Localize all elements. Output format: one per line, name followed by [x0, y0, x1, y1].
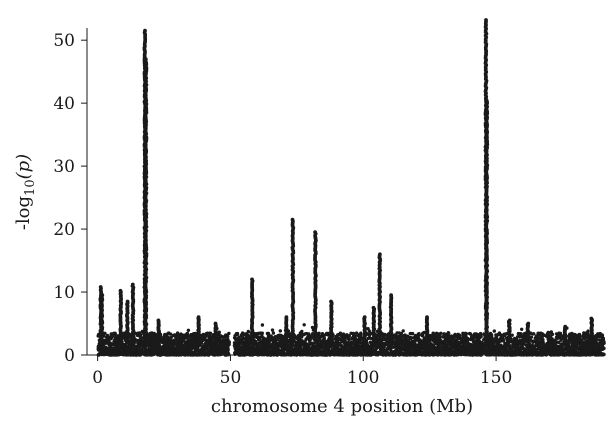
snp-point [520, 327, 524, 331]
snp-point [246, 329, 250, 334]
snp-point [600, 333, 604, 337]
snp-point [521, 338, 525, 342]
snp-point [208, 334, 212, 339]
snp-point [492, 329, 496, 333]
snp-point [186, 328, 191, 332]
snp-point [575, 345, 579, 349]
snp-point [575, 342, 579, 346]
snp-point [196, 347, 200, 351]
snp-point [510, 333, 514, 337]
snp-point [137, 345, 142, 349]
snp-point [536, 335, 540, 340]
snp-point [264, 340, 269, 344]
snp-point [410, 331, 415, 336]
snp-point [529, 335, 534, 339]
snp-point [168, 332, 173, 336]
snp-point [602, 340, 606, 344]
snp-point [338, 338, 342, 342]
snp-point [439, 331, 443, 335]
snp-point [270, 328, 275, 332]
snp-point [205, 331, 210, 335]
snp-point [458, 333, 462, 338]
snp-point [507, 343, 512, 348]
snp-point [278, 329, 282, 333]
snp-point [359, 331, 363, 335]
snp-point [310, 325, 315, 330]
snp-point [130, 282, 135, 287]
snp-point [226, 348, 230, 352]
snp-point [257, 338, 262, 342]
snp-point [417, 332, 421, 336]
snp-point [227, 340, 231, 344]
snp-point [532, 332, 536, 336]
snp-point [600, 344, 605, 348]
snp-point [602, 346, 606, 351]
snp-point [291, 343, 295, 348]
snp-point [338, 331, 343, 335]
snp-point [260, 331, 264, 335]
snp-point [227, 331, 231, 336]
snp-point [210, 339, 215, 343]
data-points [96, 18, 606, 357]
snp-point [346, 344, 350, 349]
snp-point [567, 342, 571, 346]
snp-point [464, 332, 468, 336]
snp-point [322, 336, 326, 340]
snp-point [308, 338, 312, 342]
snp-point [302, 323, 306, 327]
snp-point [98, 285, 103, 289]
snp-point [271, 331, 276, 335]
snp-point [401, 329, 405, 333]
snp-point [346, 341, 350, 345]
snp-point [447, 331, 451, 336]
snp-point [399, 331, 403, 336]
snp-point [300, 329, 304, 334]
snp-point [260, 323, 265, 327]
snp-point [100, 293, 105, 298]
snp-point [125, 299, 130, 304]
snp-point [479, 334, 483, 339]
snp-point [501, 338, 506, 343]
snp-point [208, 331, 213, 335]
snp-point [594, 337, 598, 341]
snp-point [586, 329, 590, 333]
snp-point [347, 334, 351, 338]
snp-point [577, 333, 582, 337]
snp-point [118, 288, 123, 293]
snp-point [367, 329, 371, 333]
snp-point [193, 331, 198, 336]
snp-point [409, 336, 413, 340]
snp-point [185, 331, 190, 336]
snp-point [138, 333, 143, 337]
snp-point [498, 339, 503, 343]
snp-point [275, 338, 280, 342]
snp-point [468, 332, 473, 336]
snp-point [237, 335, 241, 339]
snp-point [519, 332, 523, 336]
snp-point [307, 332, 311, 336]
snp-point [317, 331, 321, 335]
snp-point [235, 332, 240, 337]
snp-point [558, 331, 563, 336]
snp-point [374, 346, 379, 351]
snp-point [593, 344, 598, 348]
snp-point [273, 335, 277, 339]
snp-point [347, 338, 351, 342]
snp-point [226, 334, 230, 339]
snp-point [557, 340, 561, 345]
snp-point [550, 332, 555, 336]
snp-point [217, 330, 221, 334]
snp-point [466, 337, 470, 341]
snp-point [203, 349, 207, 353]
snp-point [227, 342, 231, 347]
